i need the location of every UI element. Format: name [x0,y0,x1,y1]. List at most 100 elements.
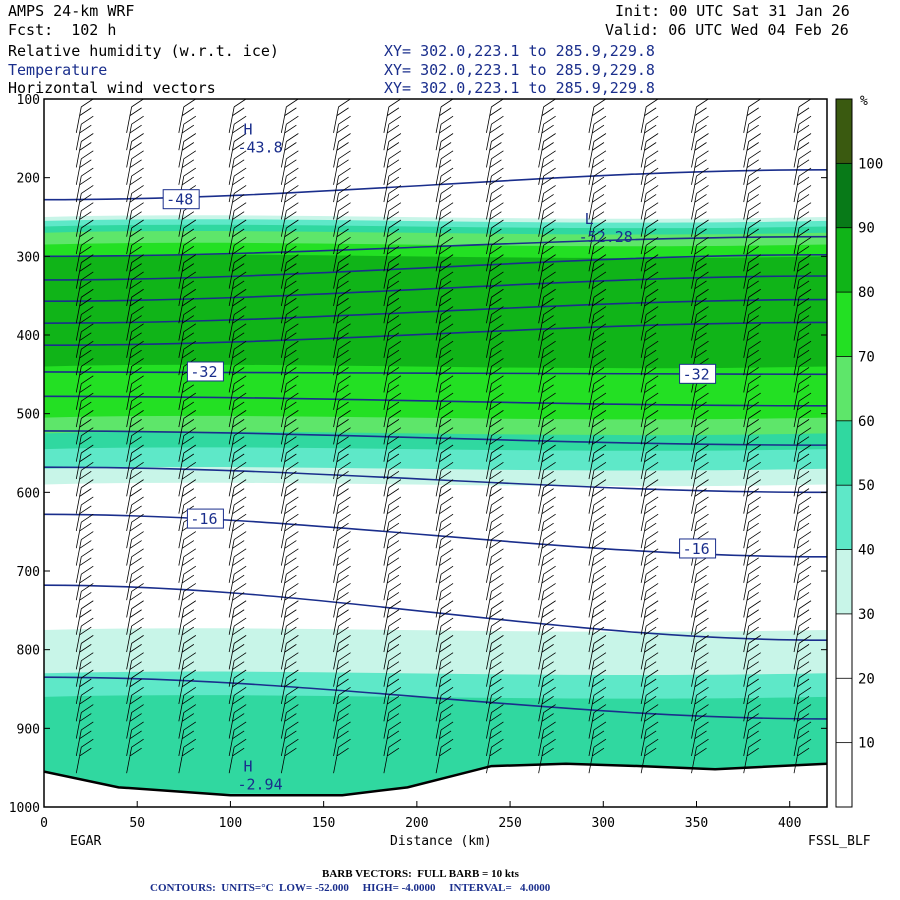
temperature-contour [44,430,827,446]
y-tick-label: 600 [17,486,40,501]
colorbar-segment [836,613,852,679]
terrain-line [44,762,827,797]
contour-label-box [679,363,717,384]
colorbar-label: 60 [858,414,875,430]
field-wind-label: Horizontal wind vectors [8,79,216,97]
contour-label-text: -16 [683,540,710,558]
barb-note: BARB VECTORS: FULL BARB = 10 kts [322,868,519,880]
wind-barb-column [640,99,659,774]
contour-label-text: -16 [190,510,217,528]
colorbar-label: 100 [858,156,883,172]
colorbar-segment [836,227,852,293]
contour-label-text: -48 [166,191,193,209]
x-tick-label: 400 [778,816,801,831]
y-tick-label: 400 [17,329,40,344]
plot-frame [43,98,828,808]
wind-barb-column [126,99,144,774]
contour-label: -16 [186,508,224,529]
field-temperature-label: Temperature [8,61,108,79]
colorbar-segment [836,99,852,164]
contour-label-box [162,189,200,210]
colorbar-label: 80 [858,285,875,301]
x-tick-label: 200 [405,816,428,831]
y-tick-label: 1000 [9,801,40,816]
wind-barb-column [75,99,94,774]
temperature-contour [44,253,827,281]
wind-barb-column [178,99,197,774]
wind-barb-column [793,99,812,774]
terrain [44,762,827,807]
contour-label: -32 [186,361,224,382]
contour-label-box [679,538,717,559]
contour-label: -16 [679,538,717,559]
extremum-type: H [243,120,252,138]
extremum-type: H [243,758,252,776]
x-axis-label: Distance (km) [390,834,492,849]
wind-barb-column [383,99,402,774]
y-tick-label: 700 [17,565,40,580]
wind-barb-column [743,99,761,774]
colorbar-segment [836,420,852,486]
wind-barb-column [538,99,556,774]
colorbar-label: 10 [858,736,875,752]
y-tick-label: 100 [17,93,40,108]
colorbar-frame [835,98,853,808]
contour-label: -32 [679,363,717,384]
contour-note: CONTOURS: UNITS=°C LOW= -52.000 HIGH= -4… [150,882,551,894]
colorbar-label: 30 [858,607,875,623]
wind-barb-column [588,99,607,774]
y-tick-label: 900 [17,722,40,737]
y-tick-label: 300 [17,250,40,265]
extremum-type: L [585,210,594,228]
colorbar-segment [836,356,852,421]
wind-barb-column [435,99,454,774]
extremum-value: -43.8 [237,138,282,156]
colorbar-segment [836,292,852,357]
colorbar-segment [836,485,852,550]
right-station-label: FSSL_BLF [808,834,871,849]
valid-time: Valid: 06 UTC Wed 04 Feb 26 [605,21,849,39]
x-tick-label: 300 [592,816,615,831]
colorbar-segment [836,163,852,228]
field-rh-label: Relative humidity (w.r.t. ice) [8,42,279,60]
x-tick-label: 250 [498,816,521,831]
contour-labels: -48-32 -32-16-16H-43.8L-52.28H-2.94 [162,120,717,794]
colorbar-segment [836,549,852,614]
temperature-contours [44,169,827,720]
extremum-value: -2.94 [237,776,282,794]
y-tick-label: 500 [17,408,40,423]
wind-barb-column [691,99,709,774]
temperature-contour [44,676,827,720]
model-title: AMPS 24-km WRF [8,2,135,20]
colorbar-unit: % [860,94,868,109]
colorbar-segment [836,742,852,807]
contour-label-text: -32 [190,363,217,381]
y-tick-label: 200 [17,172,40,187]
wind-barb-column [333,99,351,774]
wind-barb-column [486,99,504,774]
xy-line-3: XY= 302.0,223.1 to 285.9,229.8 [384,79,655,97]
contour-label-box [186,508,224,529]
extremum-value: -52.28 [579,228,633,246]
wind-barbs [75,99,812,774]
colorbar-label: 20 [858,671,875,687]
temperature-contour [44,169,827,201]
colorbar-label: 50 [858,478,875,494]
contour-label-box [186,361,224,382]
x-tick-label: 350 [685,816,708,831]
temperature-contour [44,298,827,324]
wind-barb-column [280,99,299,774]
init-time: Init: 00 UTC Sat 31 Jan 26 [615,2,850,20]
temperature-contour [44,235,827,258]
colorbar-label: 40 [858,543,875,559]
colorbar: 10 20 30 40 50 60 70 80 90 100% [835,94,883,808]
contour-label: -48 [162,189,200,210]
temperature-contour [44,584,827,642]
x-tick-label: 50 [129,816,145,831]
colorbar-label: 90 [858,221,875,237]
temperature-contour [44,275,827,302]
x-tick-label: 0 [40,816,48,831]
left-station-label: EGAR [70,834,102,849]
